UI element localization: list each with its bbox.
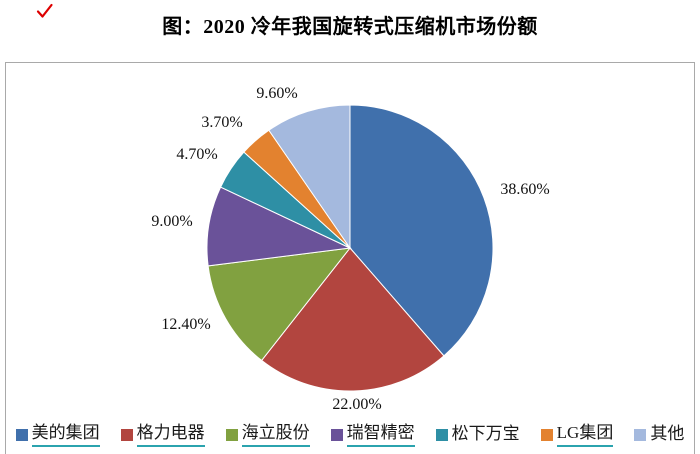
slice-label-海立股份: 12.40% [161,316,211,333]
legend-label: 其他 [650,424,685,443]
legend-label: 格力电器 [136,423,205,447]
slice-label-LG集团: 3.70% [201,114,243,131]
legend-item-瑞智精密: 瑞智精密 [330,423,415,447]
legend-swatch-icon [540,429,553,442]
legend-swatch-icon [120,429,133,442]
slice-label-瑞智精密: 9.00% [151,213,193,230]
legend-label: 海立股份 [241,423,310,447]
pie-slice-美的集团 [349,104,494,357]
legend-swatch-icon [330,429,343,442]
slice-label-其他: 9.60% [256,85,298,102]
legend-swatch-icon [225,429,238,442]
pie-slice-格力电器 [260,247,445,392]
slice-label-格力电器: 22.00% [332,396,382,413]
chart-legend: 美的集团 格力电器 海立股份 瑞智精密 松下万宝 LG集团 其他 [0,423,700,447]
legend-item-美的集团: 美的集团 [15,423,100,447]
chart-title: 图：2020 冷年我国旋转式压缩机市场份额 [162,16,538,38]
legend-item-松下万宝: 松下万宝 [435,424,520,446]
legend-swatch-icon [15,429,28,442]
legend-label: 美的集团 [31,423,100,447]
legend-label: 瑞智精密 [346,423,415,447]
legend-swatch-icon [435,429,448,442]
legend-swatch-icon [634,429,647,442]
legend-item-其他: 其他 [634,424,685,446]
legend-item-LG集团: LG集团 [540,423,614,447]
slice-label-松下万宝: 4.70% [176,146,218,163]
legend-label: LG集团 [556,423,614,447]
pie-slice-其他 [268,104,351,250]
red-check-annotation-icon [36,3,53,18]
pie-slice-瑞智精密 [206,186,352,267]
legend-label: 松下万宝 [451,424,520,443]
legend-item-海立股份: 海立股份 [225,423,310,447]
slice-label-美的集团: 38.60% [500,181,550,198]
pie-chart [206,104,494,392]
legend-item-格力电器: 格力电器 [120,423,205,447]
pie-slice-海立股份 [207,247,352,362]
